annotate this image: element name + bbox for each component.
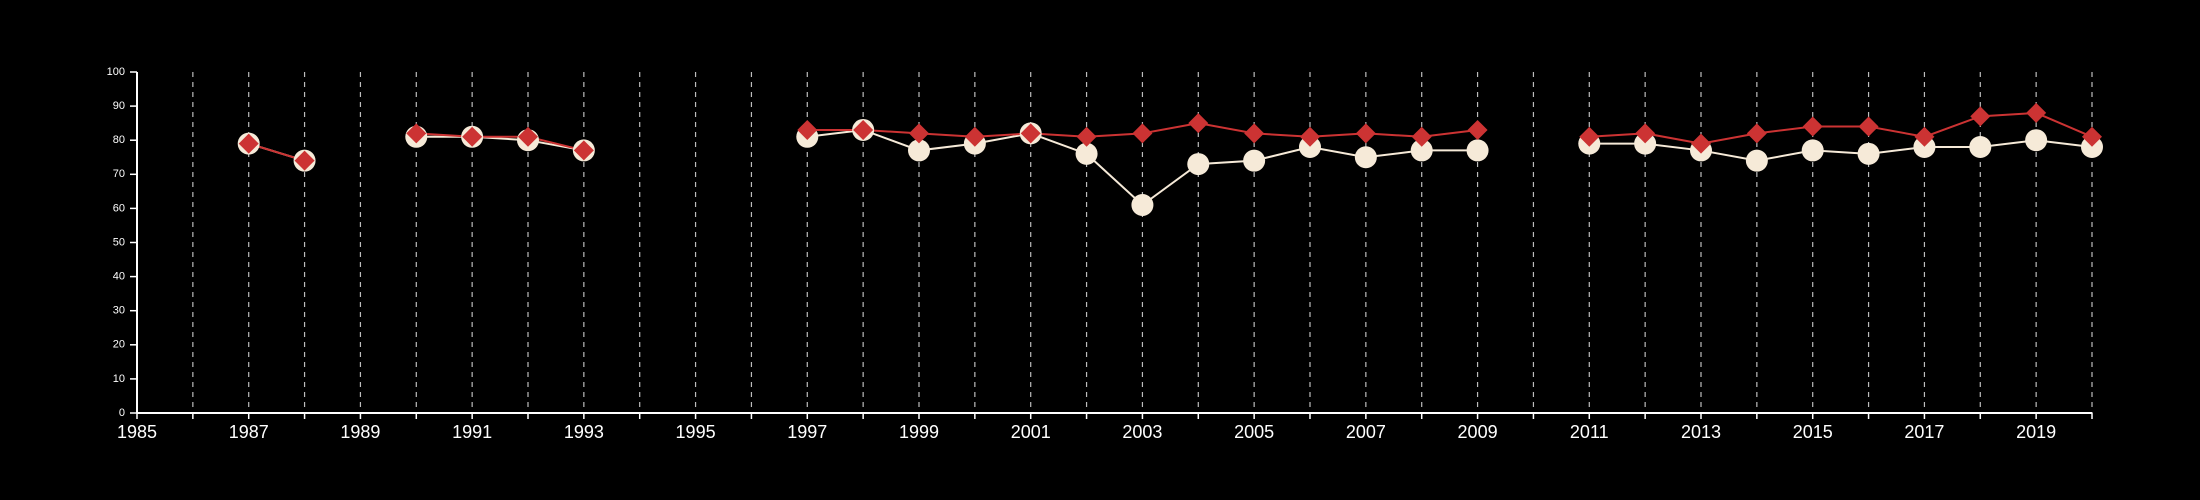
x-tick-label-2017: 2017 [1904,422,1944,442]
circle-point-2017 [1913,136,1936,159]
circle-point-2005 [1243,149,1266,172]
x-tick-label-2013: 2013 [1681,422,1721,442]
y-tick-label-50: 50 [113,236,125,248]
x-tick-label-2007: 2007 [1346,422,1386,442]
series-layer [237,102,2103,216]
diamond-point-2001 [1020,123,1041,144]
y-tick-label-10: 10 [113,373,125,385]
x-tick-label-2019: 2019 [2016,422,2056,442]
circle-point-2008 [1410,139,1433,162]
diamond-point-2002 [1076,126,1097,147]
x-tick-label-1999: 1999 [899,422,939,442]
y-tick-label-40: 40 [113,271,125,283]
diamond-point-2015 [1802,116,1823,137]
x-tick-label-1985: 1985 [117,422,157,442]
diamond-point-2011 [1579,126,1600,147]
diamond-point-2020 [2082,126,2102,147]
circle-point-2016 [1857,142,1880,165]
diamond-point-2005 [1244,123,1265,144]
x-tick-label-2009: 2009 [1458,422,1498,442]
diamond-point-2003 [1132,123,1153,144]
series-circle-line-segment-1 [416,135,585,152]
circle-point-2003 [1131,193,1154,216]
x-tick-label-1997: 1997 [787,422,827,442]
x-tick-label-2011: 2011 [1570,422,1609,442]
diamond-point-1990 [406,123,427,144]
x-tick-label-2015: 2015 [1793,422,1833,442]
circle-point-2018 [1969,136,1992,159]
diamond-point-2009 [1467,119,1488,140]
circle-point-2020 [2081,136,2103,159]
diamond-point-1997 [797,119,818,140]
diamond-point-1987 [238,133,259,154]
diamond-point-2018 [1970,106,1991,127]
diamond-point-1998 [853,119,874,140]
y-tick-label-80: 80 [113,134,125,146]
x-tick-label-1991: 1991 [452,422,492,442]
x-tick-label-2001: 2001 [1011,422,1051,442]
circle-point-2002 [1075,142,1098,165]
circle-point-1999 [908,139,930,162]
circle-point-2015 [1801,139,1824,162]
diamond-point-2013 [1691,133,1711,154]
axis-layer: 0 10 20 30 40 50 60 70 80 90 100 1985 1987 1989 1991 19… [107,66,2093,442]
diamond-point-2004 [1188,113,1209,134]
series-circle-line-segment-3 [1589,139,2093,162]
y-tick-label-60: 60 [113,202,125,214]
x-tick-label-1989: 1989 [340,422,380,442]
diamond-point-2019 [2026,102,2047,123]
diamond-point-2000 [964,126,985,147]
diamond-point-2006 [1300,126,1320,147]
series-diamond-line-segment-3 [1589,111,2093,145]
circle-point-2007 [1354,146,1377,169]
diamond-point-1988 [294,150,315,171]
diamond-point-2017 [1914,126,1935,147]
circle-point-2004 [1187,153,1210,176]
circle-point-2012 [1634,132,1657,155]
x-tick-label-1993: 1993 [564,422,604,442]
x-tick-label-1987: 1987 [229,422,269,442]
series-diamond-line-segment-1 [416,132,585,152]
diamond-point-2008 [1411,126,1432,147]
y-tick-label-90: 90 [113,100,125,112]
diamond-point-1991 [462,126,483,147]
grid-layer [192,72,2093,413]
x-tick-label-2003: 2003 [1122,422,1162,442]
y-tick-label-30: 30 [113,305,125,317]
circle-point-2006 [1299,136,1321,159]
x-tick-label-2005: 2005 [1234,422,1274,442]
y-tick-label-20: 20 [113,339,125,351]
diamond-point-2007 [1355,123,1376,144]
diamond-point-2016 [1858,116,1879,137]
diamond-point-1992 [518,126,538,147]
diamond-point-1999 [909,123,929,144]
x-tick-label-1995: 1995 [676,422,716,442]
diamond-point-2014 [1746,123,1767,144]
circle-point-2014 [1745,149,1768,172]
y-tick-label-70: 70 [113,168,125,180]
diamond-point-2012 [1635,123,1656,144]
y-tick-label-100: 100 [107,66,125,78]
circle-point-2019 [2025,129,2048,152]
diamond-point-1993 [573,140,594,161]
circle-point-2009 [1466,139,1489,162]
y-tick-label-0: 0 [119,407,125,419]
